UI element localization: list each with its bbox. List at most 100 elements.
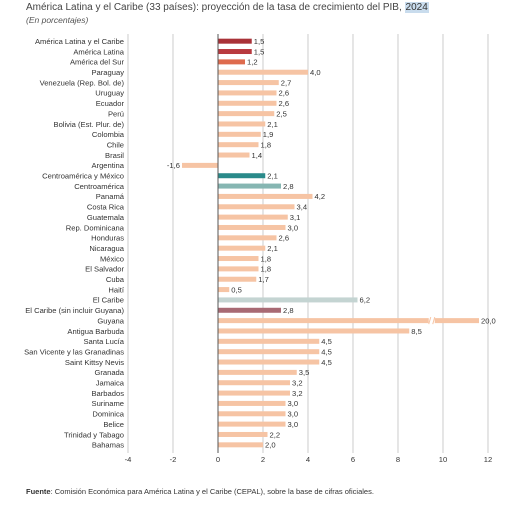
category-label: Honduras: [91, 234, 124, 243]
x-tick-label: -2: [170, 455, 177, 464]
chart-title-year: 2024: [404, 2, 429, 13]
category-label: Centroamérica: [74, 182, 125, 191]
value-label: 6,2: [360, 296, 371, 305]
value-label: 1,8: [261, 140, 272, 149]
x-tick-label: 10: [439, 455, 447, 464]
x-tick-label: -4: [125, 455, 132, 464]
value-label: 1,4: [252, 151, 263, 160]
value-label: 0,5: [231, 285, 242, 294]
bar: [218, 328, 410, 334]
value-label: 2,7: [281, 78, 292, 87]
x-tick-label: 0: [216, 455, 220, 464]
category-label: Uruguay: [95, 89, 124, 98]
category-label: Venezuela (Rep. Bol. de): [40, 78, 125, 87]
bar-break-mark: [432, 316, 436, 325]
value-label: 3,2: [292, 379, 303, 388]
category-label: Perú: [108, 109, 124, 118]
category-label: San Vicente y las Granadinas: [24, 347, 124, 356]
x-tick-label: 6: [351, 455, 355, 464]
value-label: 2,6: [279, 234, 290, 243]
bar: [218, 266, 259, 272]
bar: [218, 59, 245, 65]
value-label: 3,5: [299, 368, 310, 377]
bar: [218, 173, 266, 179]
bar: [218, 90, 277, 96]
category-label: Suriname: [92, 399, 125, 408]
x-tick-label: 12: [484, 455, 492, 464]
value-label: 1,2: [247, 58, 258, 67]
bar: [218, 193, 313, 199]
category-label: Belice: [103, 420, 124, 429]
chart-title: América Latina y el Caribe (33 países): …: [26, 2, 429, 13]
category-label: Argentina: [91, 161, 124, 170]
value-label: 2,6: [279, 99, 290, 108]
bar: [218, 390, 290, 396]
value-label: 2,5: [276, 109, 287, 118]
value-label: 20,0: [481, 316, 496, 325]
category-label: Colombia: [92, 130, 125, 139]
value-label: 3,1: [290, 213, 301, 222]
bar: [182, 162, 218, 168]
category-label: Bahamas: [92, 441, 124, 450]
bar: [218, 142, 259, 148]
bar: [218, 245, 266, 251]
category-label: El Caribe: [93, 296, 124, 305]
x-tick-label: 2: [261, 455, 265, 464]
bar: [218, 276, 257, 282]
bar: [218, 121, 266, 127]
value-label: 2,1: [267, 244, 278, 253]
category-label: Guatemala: [87, 213, 125, 222]
bar: [218, 152, 250, 158]
value-label: 3,4: [297, 203, 308, 212]
category-label: México: [100, 254, 124, 263]
category-label: Saint Kittsy Nevis: [65, 358, 124, 367]
value-label: 2,2: [270, 430, 281, 439]
bar: [218, 38, 252, 44]
value-label: 8,5: [411, 327, 422, 336]
value-label: 4,5: [321, 347, 332, 356]
bar: [218, 69, 308, 75]
x-tick-label: 8: [396, 455, 400, 464]
bar: [218, 131, 261, 137]
chart-subtitle: (En porcentajes): [26, 15, 89, 25]
category-label: Ecuador: [96, 99, 125, 108]
value-label: 2,8: [283, 182, 294, 191]
bar: [218, 338, 320, 344]
bar: [218, 400, 286, 406]
category-label: Barbados: [91, 389, 124, 398]
category-label: Santa Lucía: [83, 337, 124, 346]
category-label: Antigua Barbuda: [67, 327, 124, 336]
value-label: 3,2: [292, 389, 303, 398]
category-label: América Latina y el Caribe: [35, 37, 124, 46]
bar: [218, 297, 358, 303]
value-label: 2,1: [267, 172, 278, 181]
bar: [218, 183, 281, 189]
value-label: 4,0: [310, 68, 321, 77]
category-label: Chile: [107, 140, 124, 149]
category-label: América del Sur: [70, 58, 124, 67]
category-label: Guyana: [97, 316, 124, 325]
chart-title-main: América Latina y el Caribe (33 países): …: [26, 2, 405, 13]
value-label: 1,8: [261, 265, 272, 274]
bar: [218, 111, 275, 117]
source-note: Fuente: Comisión Económica para América …: [26, 487, 374, 496]
bar: [218, 380, 290, 386]
bar: [218, 287, 230, 293]
bar: [218, 359, 320, 365]
category-label: Trinidad y Tabago: [64, 430, 124, 439]
source-text: : Comisión Económica para América Latina…: [50, 487, 374, 496]
value-label: 2,0: [265, 441, 276, 450]
value-label: 1,7: [258, 275, 269, 284]
value-label: 1,9: [263, 130, 274, 139]
value-label: 4,2: [315, 192, 326, 201]
category-label: El Salvador: [85, 265, 124, 274]
value-label: 2,6: [279, 89, 290, 98]
value-label: 4,5: [321, 358, 332, 367]
value-label: 1,8: [261, 254, 272, 263]
value-label: 3,0: [288, 223, 299, 232]
value-label: 3,0: [288, 420, 299, 429]
bar: [218, 100, 277, 106]
bar: [218, 214, 288, 220]
bar: [218, 369, 297, 375]
